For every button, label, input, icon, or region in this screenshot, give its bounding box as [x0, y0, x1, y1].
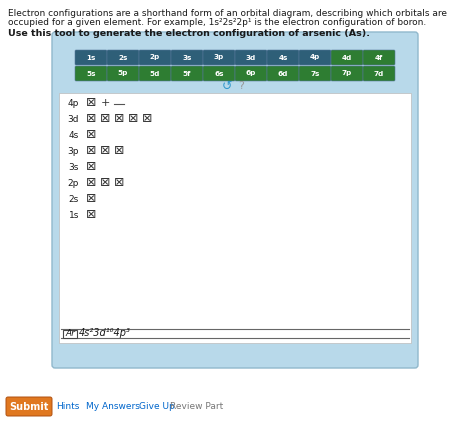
FancyBboxPatch shape: [267, 50, 299, 65]
Text: ↺: ↺: [222, 79, 232, 92]
FancyBboxPatch shape: [6, 397, 52, 416]
FancyBboxPatch shape: [75, 66, 107, 81]
FancyBboxPatch shape: [171, 66, 203, 81]
Text: 6p: 6p: [246, 70, 256, 76]
Text: ⊠: ⊠: [86, 97, 96, 109]
FancyBboxPatch shape: [363, 50, 395, 65]
Text: ⊠: ⊠: [86, 113, 96, 125]
Text: 7p: 7p: [342, 70, 352, 76]
Text: Hints: Hints: [56, 402, 79, 411]
Text: ⊠: ⊠: [100, 176, 110, 189]
Text: 3d: 3d: [67, 114, 79, 124]
Text: Give Up: Give Up: [139, 402, 175, 411]
Text: ⊠: ⊠: [100, 144, 110, 157]
FancyBboxPatch shape: [139, 50, 171, 65]
Text: ⊠: ⊠: [86, 129, 96, 141]
FancyBboxPatch shape: [235, 50, 267, 65]
Text: +: +: [100, 98, 109, 108]
Text: 5d: 5d: [150, 70, 160, 76]
Text: 6d: 6d: [278, 70, 288, 76]
Text: ⊠: ⊠: [114, 144, 124, 157]
Text: 1s: 1s: [86, 54, 96, 60]
Text: 4s: 4s: [69, 130, 79, 140]
Text: ⊠: ⊠: [100, 113, 110, 125]
FancyBboxPatch shape: [171, 50, 203, 65]
Text: ⊠: ⊠: [86, 192, 96, 206]
Text: 3s: 3s: [182, 54, 191, 60]
Text: ⊠: ⊠: [86, 144, 96, 157]
Text: 1s: 1s: [69, 211, 79, 219]
FancyBboxPatch shape: [107, 50, 139, 65]
Text: 3s: 3s: [69, 162, 79, 171]
Text: 3d: 3d: [246, 54, 256, 60]
Text: 5p: 5p: [118, 70, 128, 76]
Text: 4s²3d¹⁰4p³: 4s²3d¹⁰4p³: [79, 328, 131, 338]
Text: ⊠: ⊠: [128, 113, 138, 125]
Text: ⊠: ⊠: [86, 160, 96, 173]
Text: 3p: 3p: [214, 54, 224, 60]
Text: Submit: Submit: [9, 401, 49, 411]
Text: ?: ?: [238, 81, 244, 91]
Text: 2p: 2p: [150, 54, 160, 60]
FancyBboxPatch shape: [203, 50, 235, 65]
Text: occupied for a given element. For example, 1s²2s²2p¹ is the electron configurati: occupied for a given element. For exampl…: [8, 18, 426, 27]
Text: 4f: 4f: [375, 54, 383, 60]
FancyBboxPatch shape: [267, 66, 299, 81]
Text: 4d: 4d: [342, 54, 352, 60]
FancyBboxPatch shape: [107, 66, 139, 81]
FancyBboxPatch shape: [299, 66, 331, 81]
Text: ⊠: ⊠: [114, 113, 124, 125]
Text: 4p: 4p: [310, 54, 320, 60]
Text: 6s: 6s: [214, 70, 224, 76]
Bar: [63, 330, 77, 338]
Text: Use this tool to generate the electron configuration of arsenic (As).: Use this tool to generate the electron c…: [8, 29, 370, 38]
Bar: [59, 93, 411, 343]
Text: 5s: 5s: [86, 70, 96, 76]
Text: ⊠: ⊠: [86, 208, 96, 222]
Text: ⊠: ⊠: [142, 113, 152, 125]
Text: ⊠: ⊠: [114, 176, 124, 189]
Text: 5f: 5f: [183, 70, 191, 76]
Text: Electron configurations are a shorthand form of an orbital diagram, describing w: Electron configurations are a shorthand …: [8, 9, 447, 18]
Text: 7s: 7s: [310, 70, 319, 76]
FancyBboxPatch shape: [52, 32, 418, 368]
Text: 2p: 2p: [68, 179, 79, 187]
Text: 7d: 7d: [374, 70, 384, 76]
Text: Ar: Ar: [65, 329, 75, 338]
Text: 4s: 4s: [278, 54, 288, 60]
FancyBboxPatch shape: [331, 66, 363, 81]
Text: 3p: 3p: [67, 146, 79, 155]
FancyBboxPatch shape: [363, 66, 395, 81]
Text: My Answers: My Answers: [86, 402, 140, 411]
Text: 2s: 2s: [69, 195, 79, 203]
FancyBboxPatch shape: [75, 50, 107, 65]
Text: 4p: 4p: [68, 98, 79, 108]
FancyBboxPatch shape: [203, 66, 235, 81]
FancyBboxPatch shape: [331, 50, 363, 65]
FancyBboxPatch shape: [235, 66, 267, 81]
FancyBboxPatch shape: [299, 50, 331, 65]
Text: ⊠: ⊠: [86, 176, 96, 189]
Text: Review Part: Review Part: [170, 402, 223, 411]
Text: 2s: 2s: [118, 54, 128, 60]
FancyBboxPatch shape: [139, 66, 171, 81]
